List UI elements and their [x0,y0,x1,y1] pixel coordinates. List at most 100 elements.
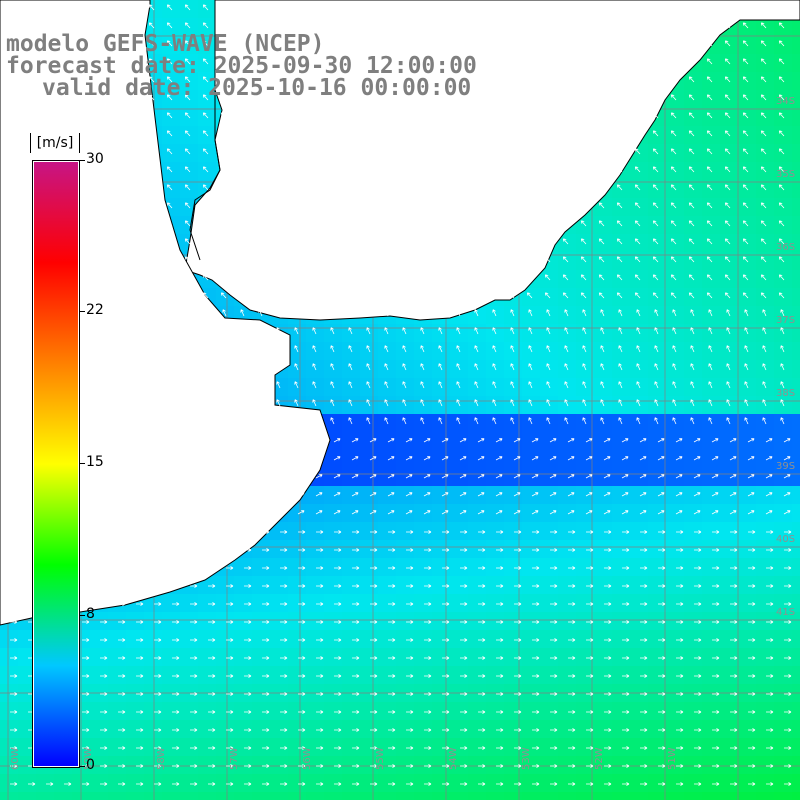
wind-arrow-icon [208,764,216,768]
wind-arrow-icon [94,76,101,83]
wind-arrow-icon [694,638,702,642]
wind-arrow-icon [513,492,521,497]
wind-arrow-icon [280,620,288,624]
wind-arrow-icon [292,256,299,263]
wind-arrow-icon [40,112,47,119]
wind-arrow-icon [544,58,551,65]
wind-arrow-icon [148,94,155,101]
wind-arrow-icon [766,728,774,732]
wind-arrow-icon [310,4,317,11]
wind-arrow-icon [564,417,569,425]
wind-arrow-icon [622,584,630,588]
wind-arrow-icon [262,692,270,696]
wind-arrow-icon [568,566,576,570]
wind-arrow-icon [148,148,155,155]
wind-arrow-icon [150,417,155,425]
wind-arrow-icon [784,548,792,552]
wind-arrow-icon [780,381,785,389]
wind-arrow-icon [370,656,378,660]
wind-arrow-icon [186,345,191,353]
wind-arrow-icon [384,363,389,371]
wind-arrow-icon [370,566,378,570]
wind-arrow-icon [549,492,557,497]
wind-arrow-icon [150,327,155,335]
wind-arrow-icon [585,438,593,443]
lat-label: 34S [776,96,795,107]
wind-arrow-icon [442,764,450,768]
wind-arrow-icon [6,345,11,353]
wind-arrow-icon [244,710,252,714]
wind-arrow-icon [6,363,11,371]
wind-arrow-icon [634,256,641,263]
wind-arrow-icon [760,130,767,137]
wind-arrow-icon [459,492,467,497]
wind-arrow-icon [190,692,198,696]
wind-arrow-icon [406,764,414,768]
wind-arrow-icon [114,381,119,389]
wind-arrow-icon [370,674,378,678]
wind-arrow-icon [580,40,587,47]
wind-arrow-icon [652,184,659,191]
wind-arrow-icon [688,256,695,263]
wind-arrow-icon [706,184,713,191]
wind-arrow-icon [292,40,299,47]
wind-arrow-icon [316,530,324,534]
wind-arrow-icon [222,327,227,335]
wind-arrow-icon [531,456,539,461]
wind-arrow-icon [513,510,521,515]
wind-arrow-icon [765,438,773,443]
wind-arrow-icon [184,184,191,191]
wind-arrow-icon [474,309,479,317]
wind-arrow-icon [442,584,450,588]
wind-arrow-icon [244,620,252,624]
wind-arrow-icon [586,566,594,570]
wind-arrow-icon [132,345,137,353]
wind-arrow-icon [172,710,180,714]
wind-arrow-icon [562,238,569,245]
wind-arrow-icon [402,363,407,371]
wind-arrow-icon [256,40,263,47]
wind-arrow-icon [388,530,396,534]
wind-arrow-icon [352,692,360,696]
wind-arrow-icon [675,438,683,443]
wind-arrow-icon [276,417,281,425]
wind-arrow-icon [238,148,245,155]
wind-arrow-icon [346,130,353,137]
wind-arrow-icon [640,728,648,732]
wind-arrow-icon [748,548,756,552]
wind-arrow-icon [564,363,569,371]
wind-arrow-icon [189,474,197,479]
colorbar-unit: [m/s] [30,133,80,153]
wind-arrow-icon [220,22,227,29]
wind-arrow-icon [706,274,713,281]
wind-arrow-icon [4,58,11,65]
wind-arrow-icon [640,548,648,552]
wind-arrow-icon [274,112,281,119]
wind-arrow-icon [442,782,450,786]
wind-arrow-icon [328,112,335,119]
wind-arrow-icon [496,584,504,588]
wind-arrow-icon [150,345,155,353]
wind-arrow-icon [747,456,755,461]
wind-arrow-icon [604,692,612,696]
wind-arrow-icon [730,602,738,606]
wind-arrow-icon [202,292,209,299]
wind-arrow-icon [550,584,558,588]
wind-arrow-icon [586,656,594,660]
wind-arrow-icon [190,710,198,714]
wind-arrow-icon [294,309,299,317]
wind-arrow-icon [346,112,353,119]
wind-arrow-icon [352,746,360,750]
wind-arrow-icon [298,584,306,588]
wind-arrow-icon [531,438,539,443]
wind-arrow-icon [729,456,737,461]
wind-arrow-icon [76,58,83,65]
wind-arrow-icon [346,148,353,155]
wind-arrow-icon [292,76,299,83]
wind-arrow-icon [688,274,695,281]
wind-arrow-icon [622,746,630,750]
wind-arrow-icon [4,256,11,263]
wind-arrow-icon [514,782,522,786]
wind-arrow-icon [388,782,396,786]
wind-arrow-icon [364,202,371,209]
